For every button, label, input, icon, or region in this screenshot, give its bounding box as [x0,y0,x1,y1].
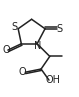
Text: O: O [2,45,10,55]
Text: S: S [57,24,63,34]
Text: O: O [19,67,26,77]
Text: S: S [12,22,18,32]
Text: OH: OH [46,75,61,85]
Text: N: N [34,41,41,51]
